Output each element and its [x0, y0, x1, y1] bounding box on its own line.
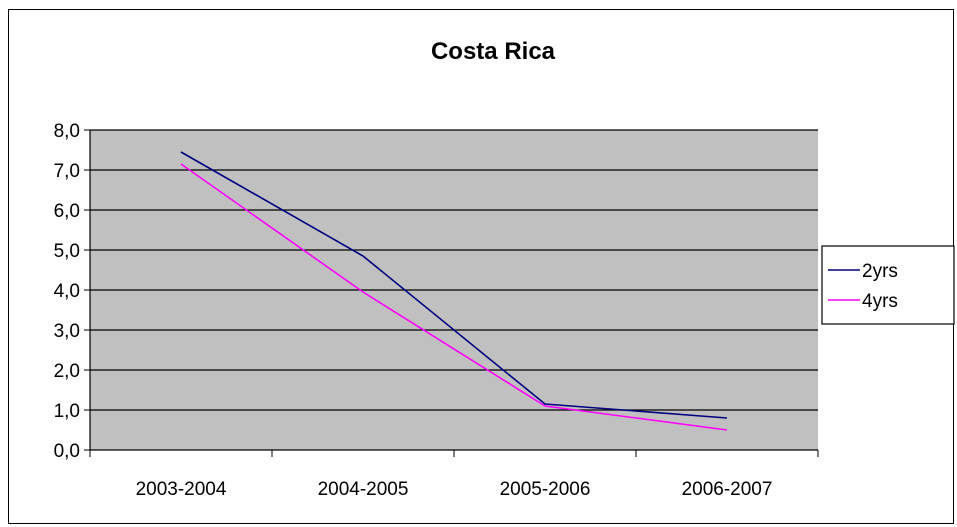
x-tick-label: 2006-2007 [682, 479, 773, 500]
y-tick-label: 7,0 [54, 161, 80, 182]
x-tick-label: 2005-2006 [500, 479, 591, 500]
chart-title: Costa Rica [431, 38, 556, 65]
y-tick-label: 0,0 [54, 441, 80, 462]
y-tick-label: 5,0 [54, 241, 80, 262]
x-tick-label: 2003-2004 [136, 479, 227, 500]
y-tick-label: 8,0 [54, 121, 80, 142]
legend-label: 2yrs [862, 261, 898, 282]
series-line-2yrs [180, 151, 728, 419]
y-tick-label: 1,0 [54, 401, 80, 422]
x-tick-label: 2004-2005 [318, 479, 409, 500]
plot-area: 0,0 1,0 2,0 3,0 4,0 5,0 6,0 7,0 8,0 2003-2004 2004… [54, 121, 819, 500]
legend-label: 4yrs [862, 291, 898, 312]
legend: 2yrs 4yrs [821, 245, 955, 325]
series-line-4yrs [180, 163, 728, 431]
legend-box [821, 245, 955, 325]
y-tick-label: 4,0 [54, 281, 80, 302]
y-tick-label: 2,0 [54, 361, 80, 382]
y-tick-label: 6,0 [54, 201, 80, 222]
y-tick-label: 3,0 [54, 321, 80, 342]
